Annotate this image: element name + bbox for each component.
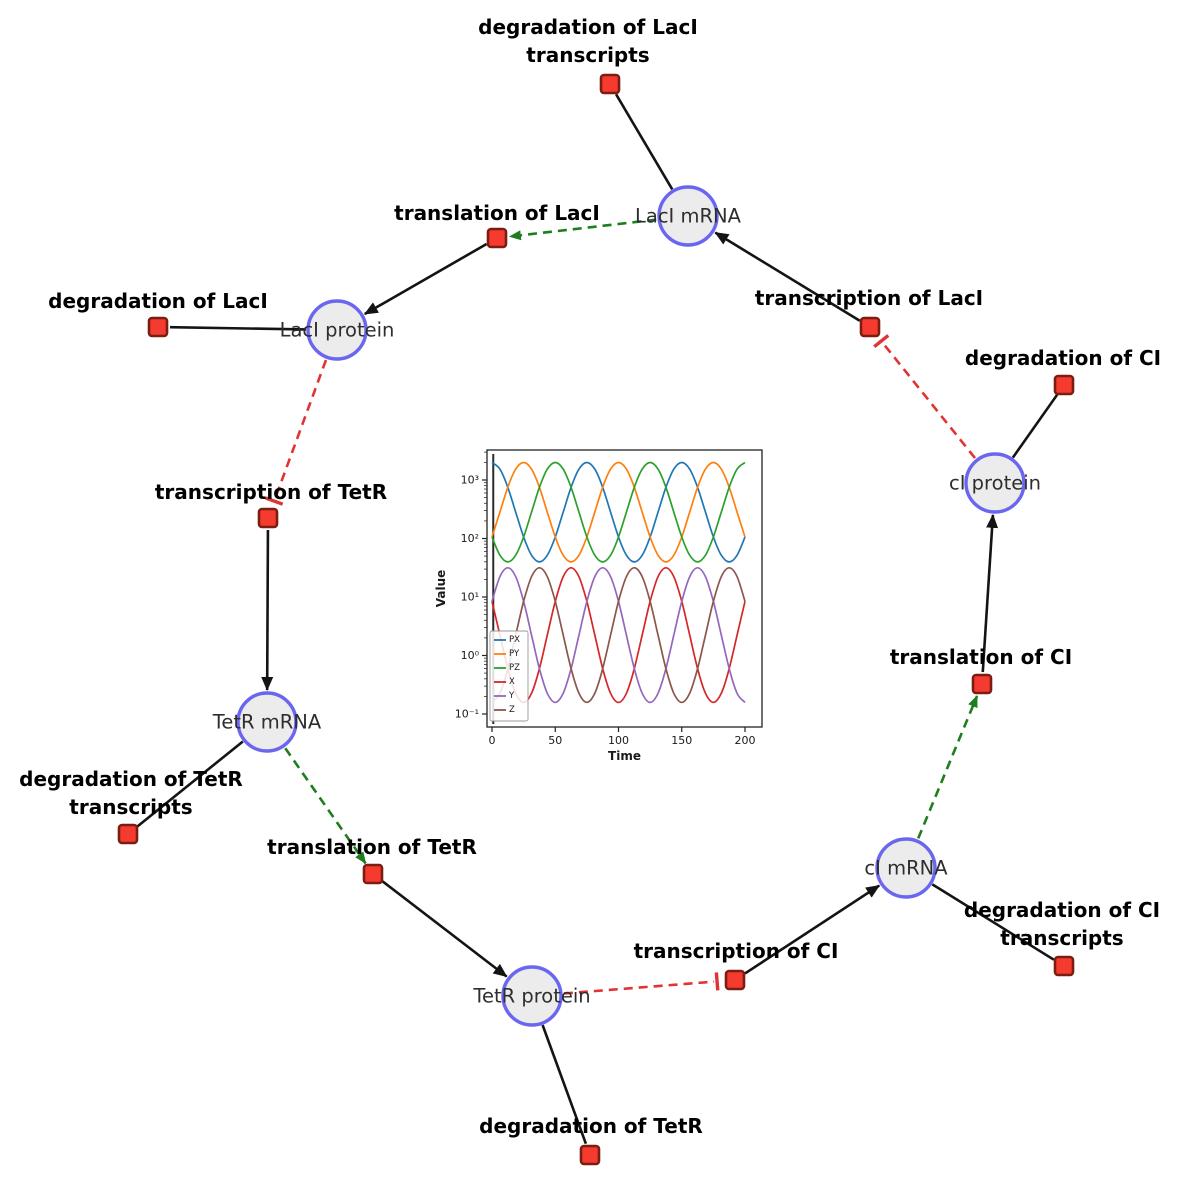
x-axis-label: Time (608, 749, 641, 763)
legend-label-Y: Y (508, 691, 515, 701)
x-tick-label: 50 (548, 734, 562, 747)
species-node-laci_protein[interactable] (306, 299, 368, 361)
reaction-label-deg_ci-line1: degradation of CI (965, 346, 1161, 370)
species-label-laci_mrna: LacI mRNA (635, 205, 742, 228)
species-node-laci_mrna[interactable] (657, 185, 719, 247)
reaction-node-transcription_laci[interactable] (859, 316, 881, 338)
inhibition-tee-ci_protein (873, 334, 890, 349)
edges-layer (136, 93, 1059, 1145)
reaction-node-deg_tetr[interactable] (579, 1144, 601, 1166)
inhibition-tee-tetr_protein (714, 972, 720, 991)
species-node-ci_mrna[interactable] (875, 837, 937, 899)
legend-label-Z: Z (509, 705, 515, 715)
reaction-label-deg_ci_transcripts-line2: transcripts (1000, 926, 1123, 950)
reaction-node-transcription_tetr[interactable] (257, 507, 279, 529)
reaction-node-deg_tetr_transcripts[interactable] (117, 823, 139, 845)
reaction-node-transcription_ci[interactable] (724, 969, 746, 991)
series-line-X (491, 566, 746, 704)
edge-product-translation_tetr-to-tetr_protein (381, 880, 508, 978)
edge-product-transcription_tetr-to-tetr_mrna (261, 529, 274, 692)
species-node-tetr_protein[interactable] (501, 965, 563, 1027)
series-line-Z (491, 566, 746, 704)
x-tick-label: 0 (489, 734, 496, 747)
reaction-node-deg_ci[interactable] (1053, 374, 1075, 396)
species-label-laci_protein: LacI protein (280, 319, 395, 342)
legend-label-PZ: PZ (509, 663, 520, 673)
reaction-node-translation_ci[interactable] (971, 673, 993, 695)
legend-label-PX: PX (509, 635, 520, 645)
reaction-node-deg_laci[interactable] (147, 316, 169, 338)
reaction-label-transcription_laci-line1: transcription of LacI (755, 286, 983, 310)
edge-product-transcription_ci-to-ci_mrna (744, 884, 881, 975)
edge-reactant-tetr_protein-to-deg_tetr (541, 1024, 588, 1145)
y-tick-label: 10⁻¹ (455, 708, 479, 721)
edge-reactant-tetr_mrna-to-deg_tetr_transcripts (136, 740, 244, 828)
reaction-label-deg_laci-line1: degradation of LacI (48, 289, 268, 313)
species-label-tetr_protein: TetR protein (472, 985, 590, 1008)
edge-modifier-ci_mrna-to-translation_ci (917, 695, 979, 839)
chart-background (487, 450, 762, 727)
reaction-label-deg_laci_transcripts-line2: transcripts (526, 43, 649, 67)
reaction-label-deg_tetr_transcripts-line2: transcripts (69, 795, 192, 819)
reaction-label-translation_ci-line1: translation of CI (890, 645, 1072, 669)
reaction-node-deg_laci_transcripts[interactable] (599, 73, 621, 95)
edge-product-transcription_laci-to-laci_mrna (714, 231, 861, 322)
series-line-PZ (491, 461, 746, 563)
reaction-label-deg_tetr_transcripts-line1: degradation of TetR (19, 767, 243, 791)
edge-reactant-ci_protein-to-deg_ci (1011, 394, 1059, 459)
edge-reactant-laci_protein-to-deg_laci (169, 325, 307, 331)
reaction-label-deg_tetr-line1: degradation of TetR (479, 1114, 703, 1138)
reaction-node-translation_laci[interactable] (486, 227, 508, 249)
reaction-node-translation_tetr[interactable] (362, 863, 384, 885)
legend-label-PY: PY (509, 649, 520, 659)
edge-modifier-laci_mrna-to-translation_laci (508, 218, 657, 241)
y-tick-label: 10² (461, 532, 479, 545)
edge-product-translation_laci-to-laci_protein (363, 242, 488, 316)
edge-inhibition-tetr_protein-to-transcription_ci (563, 980, 715, 995)
reaction-label-transcription_ci-line1: transcription of CI (634, 939, 839, 963)
y-axis-label: Value (434, 570, 448, 608)
nodes-layer (117, 73, 1075, 1166)
edge-reactant-laci_mrna-to-deg_laci_transcripts (614, 93, 674, 190)
reaction-label-deg_laci_transcripts-line1: degradation of LacI (478, 15, 698, 39)
y-tick-label: 10¹ (461, 591, 479, 604)
y-tick-label: 10⁰ (461, 649, 480, 662)
reaction-node-deg_ci_transcripts[interactable] (1053, 955, 1075, 977)
plot-border (486, 449, 763, 728)
reaction-label-translation_laci-line1: translation of LacI (394, 201, 600, 225)
species-label-ci_mrna: cI mRNA (864, 857, 948, 880)
x-tick-label: 100 (608, 734, 629, 747)
edge-modifier-tetr_mrna-to-translation_tetr (284, 747, 367, 865)
reaction-label-deg_ci_transcripts-line1: degradation of CI (964, 898, 1160, 922)
species-label-tetr_mrna: TetR mRNA (212, 711, 322, 734)
series-line-PY (491, 461, 746, 563)
x-tick-label: 150 (671, 734, 692, 747)
species-node-ci_protein[interactable] (964, 452, 1026, 514)
inhibition-tee-laci_protein (265, 496, 284, 506)
reaction-label-translation_tetr-line1: translation of TetR (267, 835, 477, 859)
legend-label-X: X (509, 677, 515, 687)
edge-inhibition-laci_protein-to-transcription_tetr (274, 359, 328, 499)
chart-legend: PX PY PZ XYZ (489, 630, 529, 722)
species-label-ci_protein: cI protein (949, 472, 1041, 495)
edge-reactant-ci_mrna-to-deg_ci_transcripts (931, 883, 1055, 961)
labels-layer: LacI mRNA LacI protein TetR mRNA TetR prote… (19, 15, 1161, 1138)
species-node-tetr_mrna[interactable] (236, 691, 298, 753)
reaction-label-transcription_tetr-line1: transcription of TetR (155, 480, 387, 504)
edge-inhibition-ci_protein-to-transcription_laci (882, 342, 977, 459)
x-tick-label: 200 (735, 734, 756, 747)
edge-product-translation_ci-to-ci_protein (981, 513, 999, 673)
y-tick-label: 10³ (461, 474, 479, 487)
